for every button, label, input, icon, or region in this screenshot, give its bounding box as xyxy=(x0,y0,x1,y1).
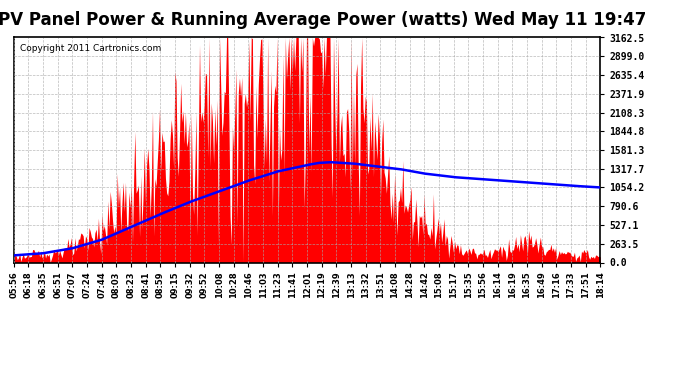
Text: Total PV Panel Power & Running Average Power (watts) Wed May 11 19:47: Total PV Panel Power & Running Average P… xyxy=(0,11,647,29)
Text: Copyright 2011 Cartronics.com: Copyright 2011 Cartronics.com xyxy=(19,44,161,53)
